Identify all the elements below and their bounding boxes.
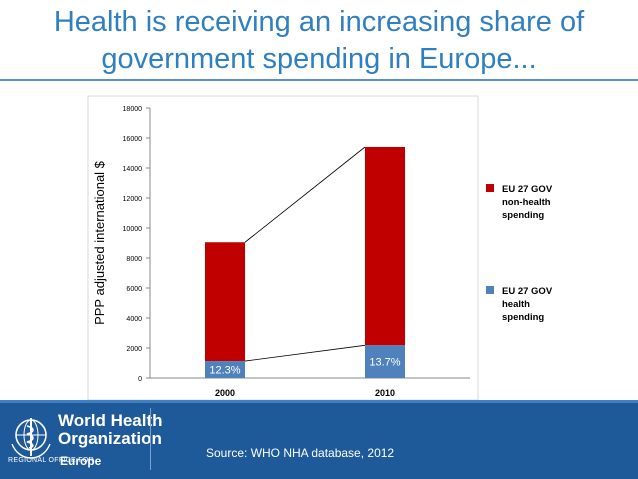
chart-frame [87, 95, 479, 400]
health-share-label: 13.7% [369, 357, 400, 369]
footer-bar: World Health Organization REGIONAL OFFIC… [0, 400, 638, 479]
y-axis-title: PPP adjusted international $ [92, 160, 107, 325]
y-tick-label: 2000 [126, 346, 142, 353]
bar-health-2010 [365, 345, 405, 378]
slide-title-line-1: Health is receiving an increasing share … [53, 6, 585, 38]
legend-label: spending [502, 312, 544, 323]
y-tick-label: 8000 [126, 256, 142, 263]
connector-total [244, 146, 366, 243]
connector-health [244, 344, 366, 362]
y-tick-label: 10000 [123, 226, 143, 233]
y-tick-label: 18000 [123, 106, 143, 113]
legend-swatch [486, 184, 494, 192]
x-tick-label: 2000 [215, 388, 235, 398]
slide-title-line-2: government spending in Europe... [101, 43, 537, 75]
stacked-bar-chart: PPP adjusted international $ 0 2000 4000 60… [87, 95, 553, 400]
data-labels: 12.3% 13.7% [209, 357, 400, 377]
org-name-line-1: World Health [58, 411, 163, 430]
x-ticks: 2000 2010 [215, 388, 395, 398]
bar-non-health-2000 [205, 242, 245, 362]
footer-separator [150, 408, 151, 470]
legend-swatch [486, 286, 494, 294]
y-tick-label: 12000 [123, 196, 143, 203]
source-note: Source: WHO NHA database, 2012 [206, 446, 395, 460]
regional-office-label: REGIONAL OFFICE FOR [8, 457, 94, 464]
y-tick-label: 6000 [126, 286, 142, 293]
legend-label: health [502, 299, 530, 310]
bar-health-2000 [205, 361, 245, 378]
legend: EU 27 GOV non-health spending EU 27 GOV heal… [486, 184, 553, 323]
legend-label: EU 27 GOV [502, 184, 553, 195]
who-emblem-icon [11, 418, 51, 459]
region-label: Europe [60, 454, 102, 468]
legend-label: non-health [502, 197, 551, 208]
connector-lines [244, 146, 366, 362]
plot-area-border [87, 95, 479, 400]
title-divider [0, 79, 638, 81]
slide-title: Health is receiving an increasing share … [0, 4, 638, 78]
legend-label: EU 27 GOV [502, 286, 553, 297]
bar-non-health-2010 [365, 147, 405, 346]
legend-label: spending [502, 210, 544, 221]
y-tick-label: 16000 [123, 136, 143, 143]
y-ticks: 0 2000 4000 6000 8000 10000 12000 14000 16000 180… [123, 106, 150, 383]
health-share-label: 12.3% [209, 365, 240, 377]
org-name-line-2: Organization [58, 429, 162, 448]
x-tick-label: 2010 [375, 388, 395, 398]
bars [205, 147, 405, 378]
footer-top-band [0, 400, 638, 403]
y-tick-label: 14000 [123, 166, 143, 173]
y-tick-label: 4000 [126, 316, 142, 323]
y-tick-label: 0 [138, 376, 142, 383]
